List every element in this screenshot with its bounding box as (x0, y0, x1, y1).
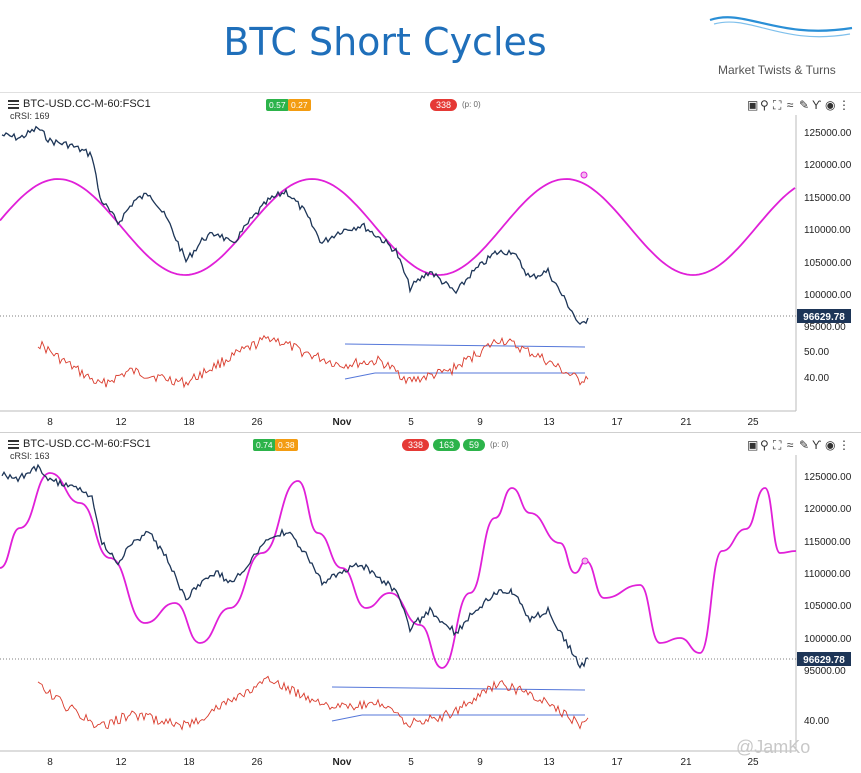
y-tick-label: 120000.00 (804, 504, 852, 515)
x-tick-label: 9 (477, 417, 483, 428)
badge-value: 0.38 (275, 439, 298, 451)
compare-icon[interactable]: ≈ (786, 438, 799, 452)
cycle-badge[interactable]: 59 (463, 439, 486, 451)
y-tick-label: 100000.00 (804, 290, 852, 301)
compare-icon[interactable]: ≈ (786, 98, 799, 112)
y-tick-label: 50.00 (804, 347, 829, 358)
draw-icon[interactable]: ✎ (799, 98, 815, 112)
p-note: (p: 0) (490, 440, 509, 449)
x-tick-label: 18 (183, 757, 195, 768)
save-icon[interactable]: ▣ (747, 438, 764, 452)
x-tick-label: 5 (408, 417, 414, 428)
x-tick-label: 18 (183, 417, 195, 428)
x-tick-label: 13 (543, 757, 555, 768)
x-tick-label: 25 (747, 757, 759, 768)
crsi-line (37, 675, 589, 731)
x-tick-label: 12 (115, 757, 127, 768)
price-tag-box (797, 652, 851, 666)
watermark: @JamKo (736, 737, 811, 757)
x-tick-label: 17 (611, 757, 623, 768)
x-tick-label: 26 (251, 417, 263, 428)
cycle-badge[interactable]: 163 (433, 439, 461, 451)
indicator-icon[interactable]: ϒ (812, 438, 827, 452)
x-tick-label: 25 (747, 417, 759, 428)
cycle-badge[interactable]: 338 (402, 439, 430, 451)
symbol-text: BTC-USD.CC-M-60:FSC1 (23, 438, 151, 451)
chart-toolbar: ▣⚲⛶≈✎ϒ◉⋮ (747, 98, 851, 113)
y-tick-label: 95000.00 (804, 666, 846, 677)
y-tick-label: 125000.00 (804, 128, 852, 139)
save-icon[interactable]: ▣ (747, 98, 764, 112)
indicator-icon[interactable]: ϒ (812, 98, 827, 112)
badge-value: 0.74 (253, 439, 276, 451)
crsi-line (37, 334, 589, 389)
y-tick-label: 40.00 (804, 373, 829, 384)
y-tick-label: 105000.00 (804, 258, 852, 269)
y-tick-label: 125000.00 (804, 472, 852, 483)
fullscreen-icon[interactable]: ⛶ (773, 438, 787, 452)
cycle-badge[interactable]: 338 (430, 99, 458, 111)
band-upper-line (344, 343, 586, 348)
cycle-current-marker (580, 171, 588, 179)
page-title: BTC Short Cycles (223, 20, 547, 64)
x-tick-label: 17 (611, 417, 623, 428)
draw-icon[interactable]: ✎ (799, 438, 815, 452)
y-tick-label: 110000.00 (804, 569, 851, 580)
y-tick-label: 115000.00 (804, 193, 851, 204)
brand-name: Market Twists & Turns (718, 63, 836, 77)
price-line (1, 125, 589, 325)
y-tick-label: 110000.00 (804, 225, 851, 236)
band-upper-line (331, 686, 586, 691)
indicator-label: cRSI: 169 (10, 111, 50, 121)
eye-icon[interactable]: ◉ (825, 98, 841, 112)
band-lower-line (331, 714, 363, 722)
cycle-projection-line (0, 472, 797, 669)
x-tick-label: Nov (333, 417, 352, 428)
y-tick-label: 105000.00 (804, 601, 852, 612)
p-note: (p: 0) (462, 100, 481, 109)
price-tag-box (797, 309, 851, 323)
y-tick-label: 100000.00 (804, 634, 852, 645)
brand-logo (709, 16, 853, 38)
chart-toolbar: ▣⚲⛶≈✎ϒ◉⋮ (747, 438, 851, 453)
x-tick-label: 8 (47, 417, 53, 428)
price-line (1, 463, 589, 670)
pin-icon[interactable]: ⚲ (760, 438, 774, 452)
x-tick-label: Nov (333, 757, 352, 768)
y-tick-label: 120000.00 (804, 160, 852, 171)
chart-panel-1[interactable]: BTC-USD.CC-M-60:FSC1 cRSI: 169 0.57 0.27… (0, 92, 861, 433)
y-tick-label: 115000.00 (804, 537, 851, 548)
menu-icon[interactable] (8, 98, 19, 111)
chart-canvas[interactable]: 125000.00 120000.00 115000.00 110000.00 1050… (0, 93, 861, 433)
x-tick-label: 8 (47, 757, 53, 768)
x-tick-label: 13 (543, 417, 555, 428)
fullscreen-icon[interactable]: ⛶ (773, 98, 787, 112)
x-tick-label: 12 (115, 417, 127, 428)
x-tick-label: 9 (477, 757, 483, 768)
symbol-text: BTC-USD.CC-M-60:FSC1 (23, 98, 151, 111)
indicator-label: cRSI: 163 (10, 451, 50, 461)
cycle-projection-line (0, 178, 796, 276)
menu-icon[interactable] (8, 438, 19, 451)
chart-canvas[interactable]: 125000.00 120000.00 115000.00 110000.00 1050… (0, 433, 861, 773)
x-tick-label: 26 (251, 757, 263, 768)
more-icon[interactable]: ⋮ (838, 438, 855, 452)
symbol-label[interactable]: BTC-USD.CC-M-60:FSC1 (8, 98, 151, 111)
band-lower-line (344, 372, 376, 380)
eye-icon[interactable]: ◉ (825, 438, 841, 452)
symbol-label[interactable]: BTC-USD.CC-M-60:FSC1 (8, 438, 151, 451)
cycle-current-marker (581, 557, 589, 565)
x-tick-label: 21 (680, 417, 692, 428)
x-tick-label: 5 (408, 757, 414, 768)
price-tag-label: 96629.78 (803, 655, 845, 666)
chart-panel-2[interactable]: BTC-USD.CC-M-60:FSC1 cRSI: 163 0.74 0.38… (0, 432, 861, 773)
y-tick-label: 40.00 (804, 716, 829, 727)
x-tick-label: 21 (680, 757, 692, 768)
badge-value: 0.27 (288, 99, 311, 111)
badge-value: 0.57 (266, 99, 289, 111)
y-tick-label: 95000.00 (804, 322, 846, 333)
more-icon[interactable]: ⋮ (838, 98, 855, 112)
price-tag-label: 96629.78 (803, 312, 845, 323)
pin-icon[interactable]: ⚲ (760, 98, 774, 112)
